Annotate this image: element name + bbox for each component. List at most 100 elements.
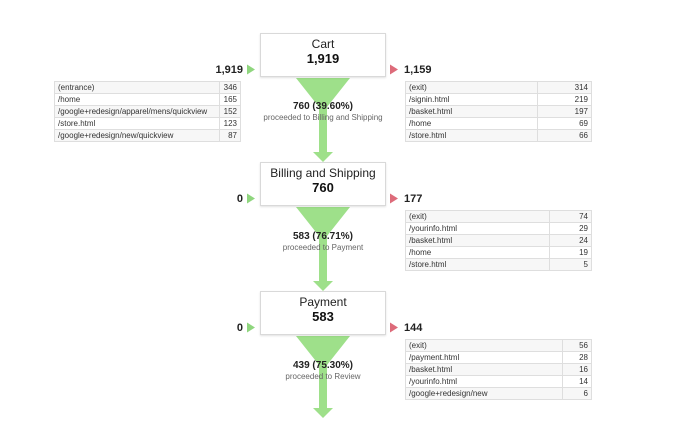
table-cell-page: (exit) <box>405 339 563 352</box>
table-row[interactable]: /home 69 <box>404 117 592 130</box>
table-cell-page: /home <box>404 117 539 130</box>
table-row[interactable]: /home 19 <box>404 246 592 259</box>
step-count: 760 <box>312 180 334 195</box>
table-cell-value: 219 <box>537 93 592 106</box>
proceed-info: 583 (76.71%) proceeded to Payment <box>250 231 396 253</box>
table-cell-value: 16 <box>561 363 593 376</box>
table-row[interactable]: /home 165 <box>54 93 242 106</box>
funnel-stem <box>319 365 327 409</box>
table-row[interactable]: /store.html 66 <box>404 129 592 142</box>
table-row[interactable]: (exit) 74 <box>404 210 592 223</box>
table-row[interactable]: (entrance) 346 <box>54 81 242 94</box>
exit-arrow-icon <box>390 64 398 75</box>
table-cell-page: /google+redesign/new <box>405 387 563 400</box>
table-row[interactable]: /store.html 123 <box>54 117 242 130</box>
table-cell-value: 28 <box>561 351 593 364</box>
table-cell-value: 14 <box>561 375 593 388</box>
step-title: Cart <box>311 37 335 51</box>
table-cell-page: /google+redesign/new/quickview <box>54 129 220 142</box>
step-entrances: 0 <box>236 193 243 205</box>
table-cell-value: 19 <box>549 246 592 259</box>
step-box-billing-and-shipping[interactable]: Billing and Shipping 760 <box>260 162 386 206</box>
table-cell-page: /yourinfo.html <box>405 375 563 388</box>
table-cell-page: /signin.html <box>404 93 539 106</box>
table-cell-value: 69 <box>537 117 592 130</box>
table-cell-page: /basket.html <box>404 234 551 247</box>
step-title: Billing and Shipping <box>270 166 376 180</box>
down-arrow-icon <box>313 408 333 418</box>
exit-table: (exit) 74 /yourinfo.html 29 /basket.html 24… <box>404 210 592 271</box>
exit-arrow-icon <box>390 193 398 204</box>
step-exits[interactable]: 1,159 <box>404 64 432 76</box>
table-row[interactable]: /signin.html 219 <box>404 93 592 106</box>
funnel-shape <box>296 336 350 365</box>
step-title: Payment <box>299 295 347 309</box>
proceed-value: 583 (76.71%) <box>292 231 354 242</box>
table-cell-value: 5 <box>549 258 592 271</box>
entrance-arrow-icon <box>247 64 255 75</box>
proceed-label: proceeded to Billing and Shipping <box>263 113 383 122</box>
entrance-table: (entrance) 346 /home 165 /google+redesign/… <box>54 81 242 142</box>
step-box-cart[interactable]: Cart 1,919 <box>260 33 386 77</box>
proceed-info: 439 (75.30%) proceeded to Review <box>250 360 396 382</box>
table-cell-value: 123 <box>218 117 242 130</box>
exit-table: (exit) 314 /signin.html 219 /basket.html 19… <box>404 81 592 142</box>
table-row[interactable]: /yourinfo.html 29 <box>404 222 592 235</box>
table-cell-value: 152 <box>218 105 242 118</box>
table-cell-page: /store.html <box>404 258 551 271</box>
step-box-payment[interactable]: Payment 583 <box>260 291 386 335</box>
table-cell-page: /home <box>54 93 220 106</box>
funnel-stem <box>319 107 327 153</box>
table-row[interactable]: /google+redesign/apparel/mens/quickview 1… <box>54 105 242 118</box>
table-cell-page: (exit) <box>404 81 539 94</box>
step-exits[interactable]: 177 <box>404 193 423 205</box>
table-row[interactable]: /store.html 5 <box>404 258 592 271</box>
proceed-label: proceeded to Payment <box>282 243 364 252</box>
table-cell-page: /basket.html <box>404 105 539 118</box>
proceed-value: 760 (39.60%) <box>292 101 354 112</box>
table-cell-value: 314 <box>537 81 592 94</box>
table-cell-value: 56 <box>561 339 593 352</box>
funnel-shape <box>296 78 350 107</box>
table-cell-page: /store.html <box>54 117 220 130</box>
table-cell-value: 165 <box>218 93 242 106</box>
table-row[interactable]: /basket.html 24 <box>404 234 592 247</box>
step-entrances: 0 <box>236 322 243 334</box>
table-cell-value: 29 <box>549 222 592 235</box>
step-entrances: 1,919 <box>215 64 243 76</box>
table-cell-page: (entrance) <box>54 81 220 94</box>
exit-arrow-icon <box>390 322 398 333</box>
entrance-arrow-icon <box>247 193 255 204</box>
table-row[interactable]: /basket.html 16 <box>405 363 593 376</box>
table-cell-page: (exit) <box>404 210 551 223</box>
table-cell-value: 197 <box>537 105 592 118</box>
funnel-stem <box>319 236 327 282</box>
table-cell-value: 66 <box>537 129 592 142</box>
table-cell-value: 346 <box>218 81 242 94</box>
proceed-value: 439 (75.30%) <box>292 360 354 371</box>
table-cell-value: 24 <box>549 234 592 247</box>
step-exits[interactable]: 144 <box>404 322 423 334</box>
table-row[interactable]: (exit) 56 <box>405 339 593 352</box>
table-cell-page: /home <box>404 246 551 259</box>
funnel-shape <box>296 207 350 236</box>
table-cell-page: /basket.html <box>405 363 563 376</box>
step-count: 583 <box>312 309 334 324</box>
exit-table: (exit) 56 /payment.html 28 /basket.html 16 … <box>405 339 593 400</box>
table-row[interactable]: /payment.html 28 <box>405 351 593 364</box>
table-row[interactable]: /basket.html 197 <box>404 105 592 118</box>
table-cell-page: /payment.html <box>405 351 563 364</box>
table-cell-value: 6 <box>561 387 593 400</box>
table-row[interactable]: (exit) 314 <box>404 81 592 94</box>
proceed-label: proceeded to Review <box>285 372 361 381</box>
table-cell-page: /store.html <box>404 129 539 142</box>
table-cell-value: 74 <box>549 210 592 223</box>
down-arrow-icon <box>313 281 333 291</box>
table-row[interactable]: /yourinfo.html 14 <box>405 375 593 388</box>
table-row[interactable]: /google+redesign/new 6 <box>405 387 593 400</box>
table-cell-value: 87 <box>218 129 242 142</box>
entrance-arrow-icon <box>247 322 255 333</box>
table-row[interactable]: /google+redesign/new/quickview 87 <box>54 129 242 142</box>
table-cell-page: /google+redesign/apparel/mens/quickview <box>54 105 220 118</box>
step-count: 1,919 <box>306 51 340 66</box>
